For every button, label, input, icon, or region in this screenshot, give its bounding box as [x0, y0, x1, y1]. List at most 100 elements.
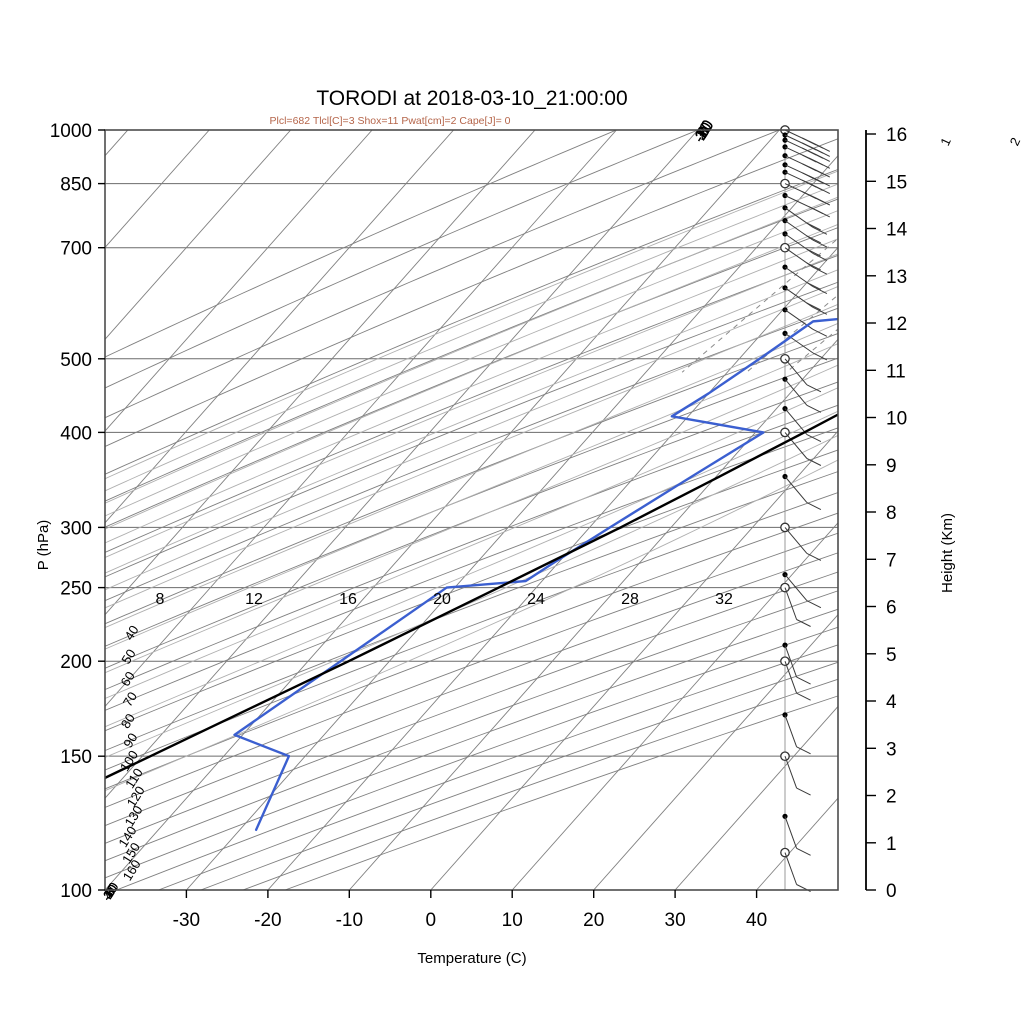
dry-adiabat-label: 70 [120, 689, 140, 709]
dry-adiabat-line [105, 532, 838, 808]
wind-barb-flag [812, 226, 828, 235]
wind-barb-column [780, 125, 831, 892]
wind-barb-shaft [784, 714, 798, 747]
wind-barb-flag [796, 847, 811, 856]
moist-adiabat-line [105, 253, 838, 559]
moist-adiabat-line [105, 459, 838, 792]
wind-barb-flag [806, 404, 822, 413]
isotherm-label-right: 30 [692, 119, 716, 143]
wind-barb-shaft [784, 408, 808, 435]
height-tick-label: 5 [886, 645, 897, 666]
dry-adiabat-line [105, 357, 838, 647]
isotherm-line [511, 522, 838, 890]
pressure-tick-label: 850 [60, 175, 92, 196]
dry-adiabat-line [105, 254, 838, 553]
isotherm-line [593, 613, 838, 890]
wind-barb-shaft [784, 816, 798, 849]
wind-barb-shaft [784, 587, 798, 620]
pressure-tick-label: 200 [60, 652, 92, 673]
temperature-tick-label: -30 [173, 910, 200, 931]
chart-subtitle: Plcl=682 Tlcl[C]=3 Shox=11 Pwat[cm]=2 Ca… [270, 115, 511, 127]
wind-barb-flag [796, 787, 811, 796]
wind-barb-flag [812, 252, 828, 261]
moist-adiabat-line [105, 387, 838, 700]
temperature-tick-label: -10 [336, 910, 363, 931]
wind-barb-shaft [784, 574, 808, 602]
isotherm-line [105, 130, 373, 432]
height-tick-label: 2 [886, 787, 897, 808]
dry-adiabat-line [105, 552, 838, 827]
height-tick-label: 10 [886, 409, 907, 430]
wind-barb-flag [802, 142, 817, 151]
wind-barb-flag [796, 746, 811, 755]
height-tick-label: 13 [886, 267, 907, 288]
wind-barb-dot [782, 153, 788, 159]
pressure-tick-label: 150 [60, 747, 92, 768]
wind-barb-flag [796, 619, 811, 627]
moist-adiabat-line [105, 322, 838, 629]
moist-adiabat-label: 24 [527, 591, 545, 608]
height-tick-label: 6 [886, 598, 897, 619]
moist-adiabat-line [105, 343, 838, 650]
wind-barb-flag [812, 286, 828, 295]
moist-adiabat-line [105, 286, 838, 591]
wind-barb-dot [782, 162, 788, 168]
wind-barb-flag [796, 676, 811, 685]
wind-barb-flag [806, 281, 821, 290]
wind-barb-flag [806, 552, 822, 561]
wind-barb-flag [806, 502, 822, 511]
dry-adiabat-label: 90 [120, 730, 140, 750]
wind-barb-flag [806, 384, 822, 393]
moist-adiabat-line [105, 183, 838, 492]
isotherm-line [105, 130, 780, 890]
dewpoint-profile-line [233, 317, 838, 832]
dry-adiabat-label: 60 [117, 669, 137, 689]
temperature-profile-line [105, 413, 838, 780]
moist-adiabat-line [105, 196, 838, 504]
sounding-profiles [105, 317, 838, 832]
wind-barb-shaft [784, 756, 798, 789]
moist-adiabat-line [105, 269, 838, 574]
height-tick-label: 0 [886, 881, 897, 902]
height-tick-label: 16 [886, 125, 907, 146]
pressure-tick-label: 300 [60, 518, 92, 539]
wind-barb-flag [806, 434, 822, 443]
height-tick-label: 9 [886, 456, 897, 477]
wind-barb-shaft [784, 527, 808, 554]
wind-barb-flag [806, 302, 821, 311]
chart-title: TORODI at 2018-03-10_21:00:00 [316, 87, 627, 110]
dry-adiabat-label: 50 [118, 646, 138, 666]
wind-barb-shaft [784, 644, 798, 678]
moist-adiabat-label: 28 [621, 591, 639, 608]
wind-barb-dot [782, 169, 788, 175]
dry-adiabat-line [105, 168, 838, 475]
moist-adiabat-line [105, 303, 838, 609]
dry-adiabat-line [105, 449, 838, 732]
moist-adiabat-label: 16 [339, 591, 357, 608]
dry-adiabat-line [105, 130, 780, 419]
height-tick-label: 12 [886, 314, 907, 335]
wind-barb-shaft [784, 852, 798, 885]
isotherm-line [105, 130, 617, 708]
dry-adiabat-line [105, 138, 838, 447]
pressure-tick-label: 100 [60, 881, 92, 902]
dry-adiabat-line [105, 471, 838, 752]
dry-adiabat-line [105, 198, 838, 502]
height-tick-label: 7 [886, 550, 897, 571]
dry-adiabat-line [105, 130, 699, 389]
temperature-tick-label: 40 [746, 910, 767, 931]
moist-adiabat-line [105, 238, 838, 544]
temperature-tick-label: 20 [583, 910, 604, 931]
moist-adiabat-line [105, 210, 838, 517]
moist-adiabat-label: 12 [245, 591, 263, 608]
pressure-tick-label: 700 [60, 239, 92, 260]
wind-barb-shaft [784, 358, 808, 386]
wind-barb-flag [802, 191, 817, 200]
height-tick-label: 11 [886, 361, 906, 382]
x-axis-title: Temperature (C) [417, 950, 526, 967]
wind-barb-shaft [784, 432, 808, 459]
